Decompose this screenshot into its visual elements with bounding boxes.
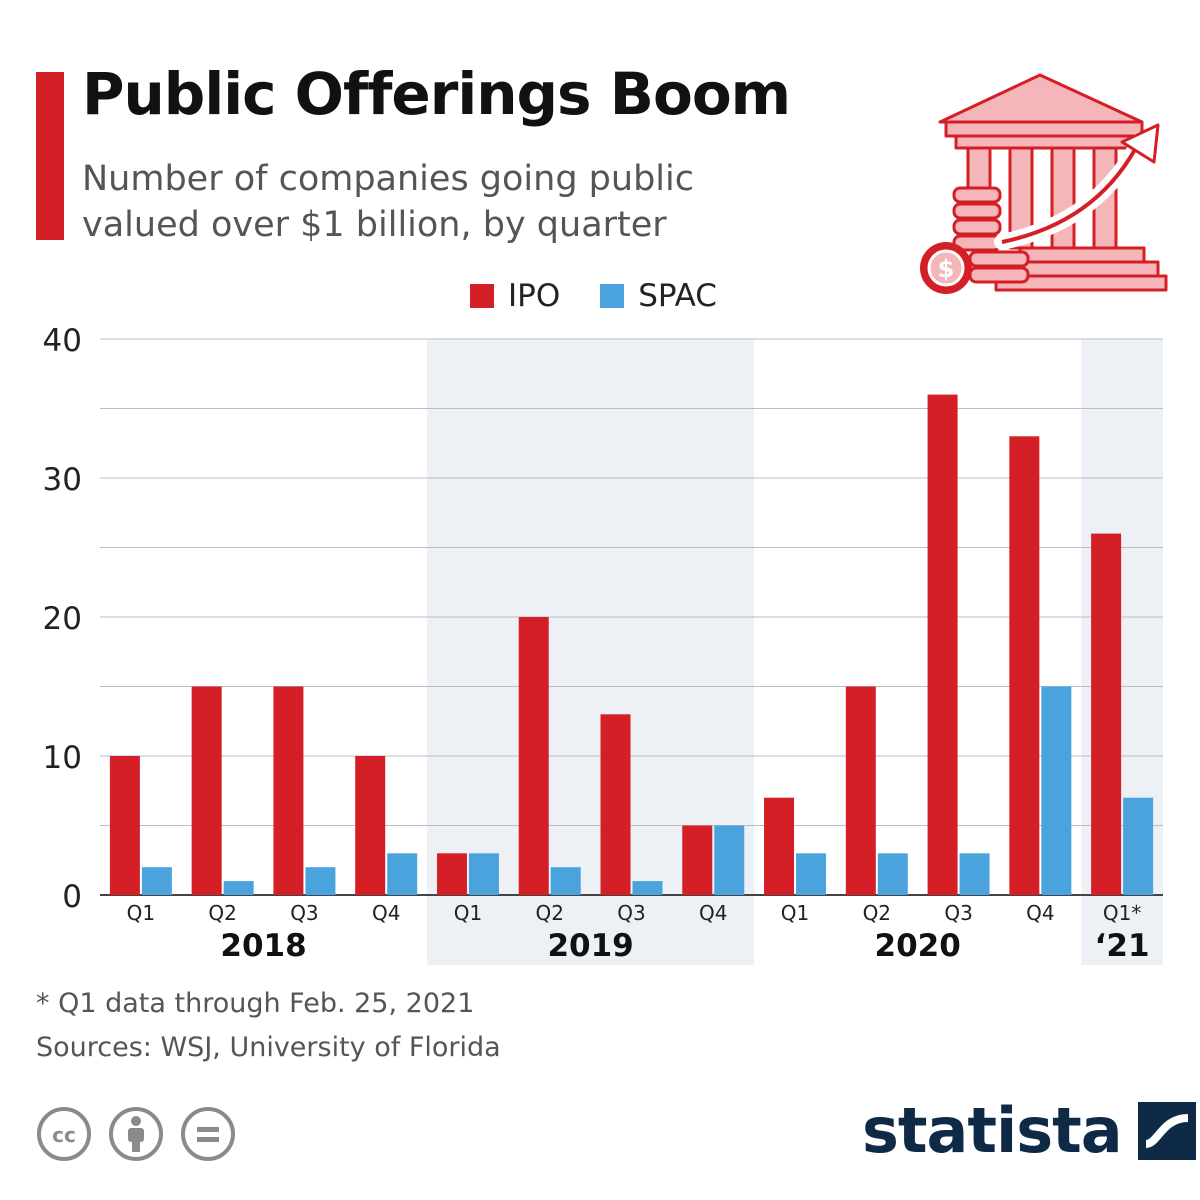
- bar-spac-7: [714, 825, 745, 895]
- x-tick-label: Q4: [372, 901, 400, 925]
- bar-ipo-2: [273, 686, 304, 895]
- bar-ipo-1: [191, 686, 222, 895]
- footnote: * Q1 data through Feb. 25, 2021: [36, 988, 475, 1019]
- title-accent-bar: [36, 72, 64, 240]
- year-label-3: ‘21: [1095, 928, 1150, 964]
- statista-logo-icon: [1137, 1101, 1196, 1160]
- bar-spac-9: [877, 853, 908, 895]
- bar-ipo-11: [1009, 436, 1040, 895]
- bar-ipo-3: [355, 756, 386, 895]
- x-tick-label: Q2: [863, 901, 891, 925]
- y-tick-label: 30: [43, 462, 82, 498]
- bar-ipo-4: [436, 853, 467, 895]
- bar-ipo-9: [845, 686, 876, 895]
- x-tick-label: Q1*: [1103, 901, 1141, 925]
- brand-name: statista: [862, 1094, 1123, 1167]
- chart-title: Public Offerings Boom: [82, 60, 791, 128]
- attribution-icon[interactable]: [108, 1106, 164, 1162]
- statista-brand[interactable]: statista: [862, 1094, 1196, 1167]
- x-tick-label: Q3: [290, 901, 318, 925]
- bar-ipo-7: [682, 825, 713, 895]
- year-label-2: 2020: [875, 928, 961, 964]
- cc-icon[interactable]: cc: [36, 1106, 92, 1162]
- legend-swatch-ipo: [470, 284, 494, 308]
- bar-ipo-0: [109, 756, 140, 895]
- bar-spac-10: [959, 853, 990, 895]
- sources-note: Sources: WSJ, University of Florida: [36, 1032, 501, 1063]
- chart-legend: IPO SPAC: [470, 276, 757, 316]
- y-tick-label: 20: [43, 601, 82, 637]
- x-tick-label: Q1: [781, 901, 809, 925]
- legend-swatch-spac: [600, 284, 625, 308]
- legend-item-spac: SPAC: [600, 278, 717, 314]
- bar-spac-5: [550, 867, 581, 895]
- bar-spac-11: [1041, 686, 1072, 895]
- license-icons: cc: [36, 1106, 252, 1162]
- bar-spac-12: [1123, 797, 1154, 895]
- bar-ipo-6: [600, 714, 631, 895]
- x-tick-label: Q2: [535, 901, 563, 925]
- x-tick-label: Q3: [944, 901, 972, 925]
- y-tick-label: 10: [43, 740, 82, 776]
- svg-text:cc: cc: [52, 1123, 76, 1147]
- x-tick-label: Q1: [127, 901, 155, 925]
- y-tick-label: 0: [62, 879, 82, 915]
- x-tick-label: Q1: [454, 901, 482, 925]
- year-label-0: 2018: [220, 928, 306, 964]
- bar-spac-0: [141, 867, 172, 895]
- svg-text:$: $: [938, 255, 955, 283]
- bar-ipo-5: [518, 617, 549, 895]
- bar-ipo-12: [1091, 533, 1122, 895]
- chart-subtitle: Number of companies going public valued …: [82, 159, 694, 245]
- legend-label-ipo: IPO: [508, 278, 561, 314]
- x-tick-label: Q4: [699, 901, 727, 925]
- bar-spac-1: [223, 881, 254, 895]
- no-derivatives-icon[interactable]: [180, 1106, 236, 1162]
- bar-spac-3: [387, 853, 418, 895]
- bar-spac-6: [632, 881, 663, 895]
- bank-with-coins-and-arrow-icon: $: [920, 73, 1168, 294]
- bar-ipo-10: [927, 394, 958, 895]
- x-tick-label: Q2: [208, 901, 236, 925]
- bar-ipo-8: [764, 797, 795, 895]
- x-tick-label: Q3: [617, 901, 645, 925]
- bar-spac-8: [796, 853, 827, 895]
- y-tick-label: 40: [43, 323, 82, 359]
- bar-spac-2: [305, 867, 336, 895]
- bar-spac-4: [468, 853, 499, 895]
- legend-item-ipo: IPO: [470, 278, 560, 314]
- x-tick-label: Q4: [1026, 901, 1054, 925]
- legend-label-spac: SPAC: [638, 278, 717, 314]
- bar-chart: 0 10 20 30 40 Q1 Q2 Q3 Q4 Q1 Q2 Q3 Q4 Q1 Q2 Q3 Q4 Q1* 2018…: [43, 323, 1163, 965]
- year-label-1: 2019: [547, 928, 633, 964]
